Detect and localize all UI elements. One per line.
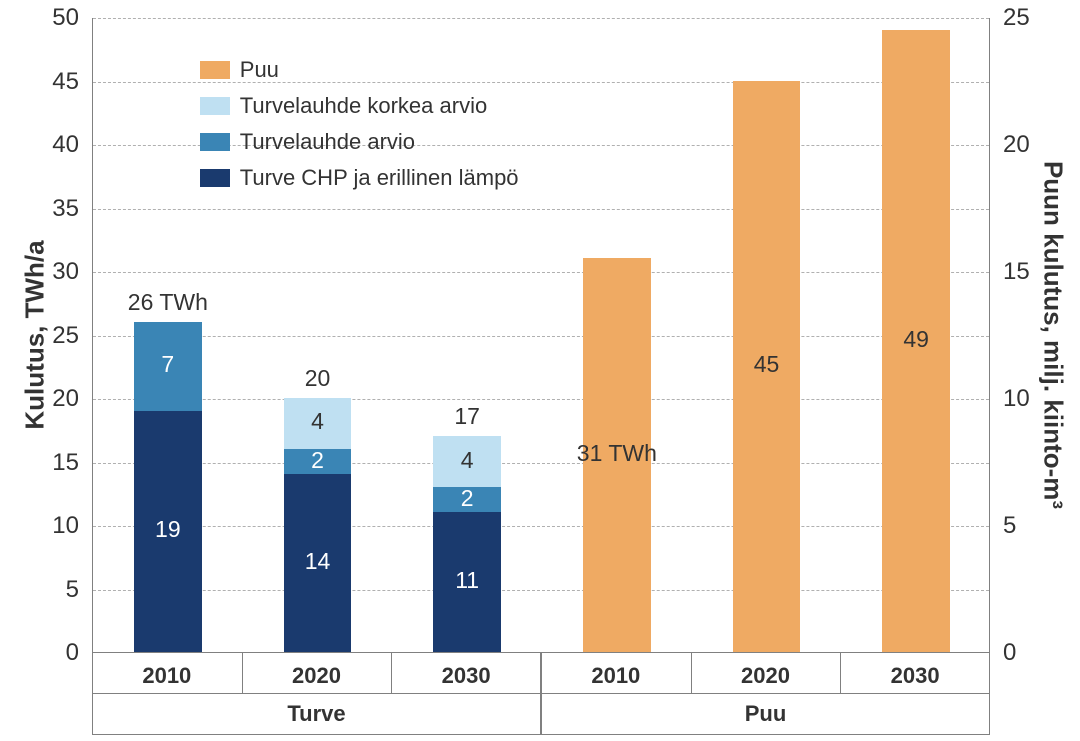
y1-tick-label: 30 [52,258,93,286]
bar-value-label: 7 [161,351,174,378]
gridline [93,272,989,273]
legend-swatch [200,97,230,115]
y1-axis-title: Kulutus, TWh/a [20,240,51,429]
legend-item: Turve CHP ja erillinen lämpö [200,165,519,191]
y1-tick-label: 20 [52,385,93,413]
chart-root: 0 5 10 15 20 25 30 35 40 45 50 0 5 10 15 20 25 Kulutus,… [0,0,1080,741]
y1-tick-label: 10 [52,512,93,540]
y2-tick-label: 15 [989,258,1030,286]
bar-value-label: 2 [461,485,474,512]
plot-area: 05101520253035404550 0510152025 Kulutus,… [92,18,990,653]
bar-value-label: 14 [305,548,331,575]
legend-label: Puu [240,57,279,83]
x-row-divider [92,693,541,694]
bar-value-label: 4 [311,408,324,435]
y2-tick-label: 10 [989,385,1030,413]
legend-item: Turvelauhde korkea arvio [200,93,519,119]
gridline [93,463,989,464]
legend-item: Turvelauhde arvio [200,129,519,155]
y2-tick-label: 25 [989,4,1030,32]
y1-tick-label: 45 [52,68,93,96]
bar-value-label: 31 TWh [577,440,657,467]
y2-tick-label: 0 [989,639,1016,667]
bar-total-label: 26 TWh [128,289,208,316]
y1-tick-label: 0 [66,639,93,667]
x-cell-divider [691,653,692,693]
x-group-frame [92,653,541,735]
legend-swatch [200,133,230,151]
bar-value-label: 11 [455,567,479,594]
legend-item: Puu [200,57,519,83]
gridline [93,526,989,527]
y1-tick-label: 50 [52,4,93,32]
legend-swatch [200,61,230,79]
legend-swatch [200,169,230,187]
y1-tick-label: 40 [52,131,93,159]
y2-axis-title: Puun kulutus, milj. kiinto-m³ [1038,161,1069,509]
x-cell-divider [242,653,243,693]
bar-value-label: 45 [754,351,780,378]
gridline [93,336,989,337]
legend-label: Turvelauhde arvio [240,129,415,155]
y1-tick-label: 15 [52,449,93,477]
y2-tick-label: 20 [989,131,1030,159]
gridline [93,209,989,210]
y1-tick-label: 25 [52,322,93,350]
bar-total-label: 17 [454,403,480,430]
bar-value-label: 4 [461,447,474,474]
x-row-divider [541,693,990,694]
gridline [93,18,989,19]
x-group-frame [541,653,990,735]
y2-tick-label: 5 [989,512,1016,540]
bar-value-label: 49 [903,326,929,353]
y1-tick-label: 5 [66,576,93,604]
legend: Puu Turvelauhde korkea arvio Turvelauhde a… [192,53,527,195]
legend-label: Turve CHP ja erillinen lämpö [240,165,519,191]
bar-value-label: 19 [155,516,181,543]
legend-label: Turvelauhde korkea arvio [240,93,487,119]
x-cell-divider [840,653,841,693]
x-cell-divider [391,653,392,693]
bar-total-label: 20 [305,365,331,392]
gridline [93,399,989,400]
bar-value-label: 2 [311,447,324,474]
gridline [93,590,989,591]
y1-tick-label: 35 [52,195,93,223]
